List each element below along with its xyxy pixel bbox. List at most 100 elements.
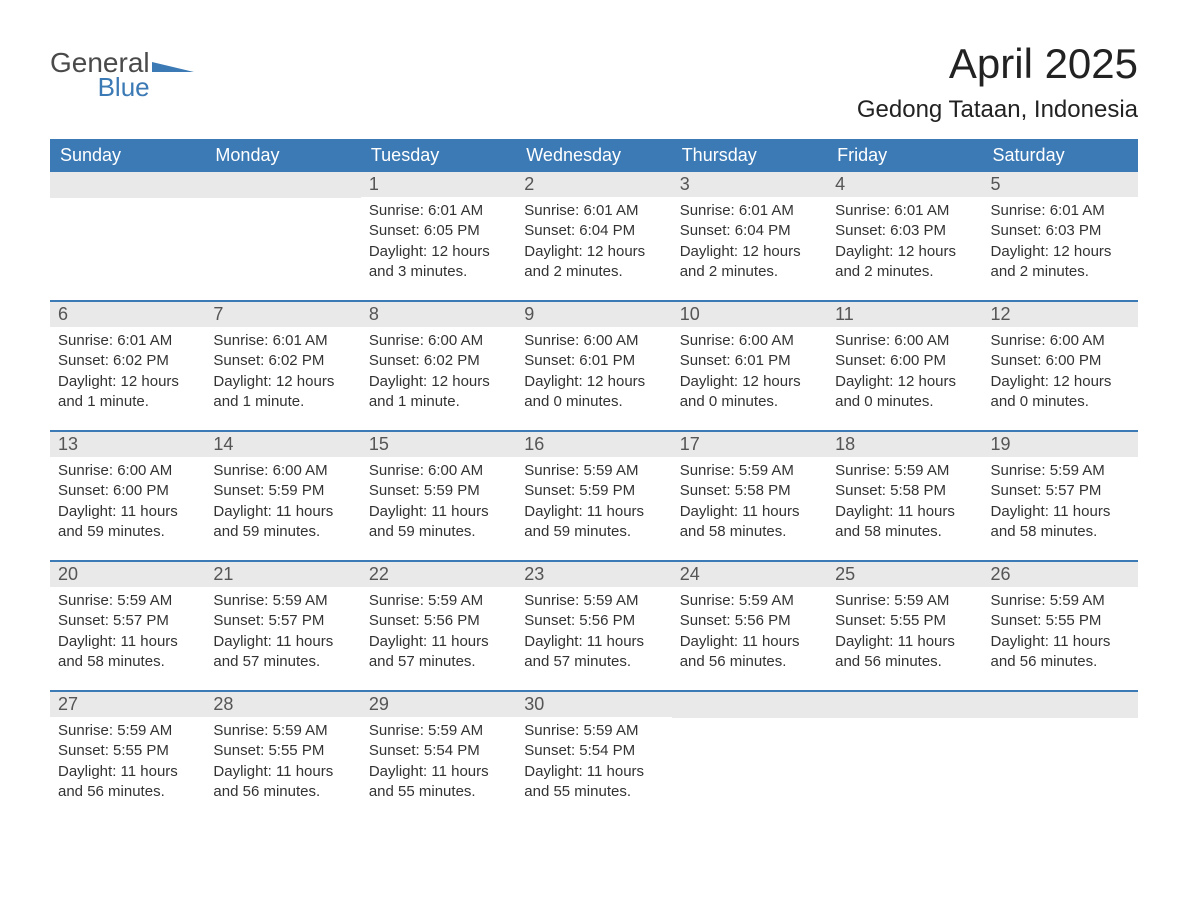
day-number: 12 — [983, 302, 1138, 327]
day-body: Sunrise: 5:59 AMSunset: 5:54 PMDaylight:… — [516, 717, 671, 810]
day-body: Sunrise: 5:59 AMSunset: 5:58 PMDaylight:… — [827, 457, 982, 550]
day-number: 10 — [672, 302, 827, 327]
day-body: Sunrise: 5:59 AMSunset: 5:55 PMDaylight:… — [205, 717, 360, 810]
weekday-thursday: Thursday — [672, 139, 827, 172]
day-cell: 19Sunrise: 5:59 AMSunset: 5:57 PMDayligh… — [983, 432, 1138, 552]
day-body: Sunrise: 6:01 AMSunset: 6:05 PMDaylight:… — [361, 197, 516, 290]
day-info-line: Sunrise: 5:59 AM — [58, 591, 197, 611]
day-info-line: Daylight: 11 hours — [58, 632, 197, 652]
day-info-line: and 0 minutes. — [991, 392, 1130, 412]
day-number — [672, 692, 827, 718]
day-number: 14 — [205, 432, 360, 457]
day-info-line: Daylight: 11 hours — [991, 632, 1130, 652]
day-cell — [672, 692, 827, 812]
day-info-line: Sunrise: 5:59 AM — [369, 591, 508, 611]
day-number: 28 — [205, 692, 360, 717]
day-number: 23 — [516, 562, 671, 587]
page-title: April 2025 — [857, 40, 1138, 88]
day-info-line: Sunrise: 5:59 AM — [524, 721, 663, 741]
day-info-line: Sunrise: 6:01 AM — [369, 201, 508, 221]
day-info-line: Daylight: 12 hours — [58, 372, 197, 392]
week-row: 1Sunrise: 6:01 AMSunset: 6:05 PMDaylight… — [50, 172, 1138, 292]
day-info-line: and 2 minutes. — [524, 262, 663, 282]
day-info-line: Sunrise: 5:59 AM — [369, 721, 508, 741]
day-number: 26 — [983, 562, 1138, 587]
day-body: Sunrise: 5:59 AMSunset: 5:58 PMDaylight:… — [672, 457, 827, 550]
day-info-line: and 0 minutes. — [680, 392, 819, 412]
day-number: 24 — [672, 562, 827, 587]
day-cell: 25Sunrise: 5:59 AMSunset: 5:55 PMDayligh… — [827, 562, 982, 682]
day-number: 6 — [50, 302, 205, 327]
logo-triangle-icon — [152, 50, 194, 77]
day-cell: 28Sunrise: 5:59 AMSunset: 5:55 PMDayligh… — [205, 692, 360, 812]
weekday-tuesday: Tuesday — [361, 139, 516, 172]
day-info-line: Daylight: 11 hours — [369, 632, 508, 652]
day-number — [983, 692, 1138, 718]
day-cell — [205, 172, 360, 292]
day-number: 27 — [50, 692, 205, 717]
day-cell: 8Sunrise: 6:00 AMSunset: 6:02 PMDaylight… — [361, 302, 516, 422]
day-info-line: and 57 minutes. — [213, 652, 352, 672]
day-info-line: Sunrise: 6:00 AM — [369, 331, 508, 351]
day-info-line: Sunset: 5:58 PM — [835, 481, 974, 501]
day-info-line: and 59 minutes. — [213, 522, 352, 542]
day-info-line: Daylight: 12 hours — [213, 372, 352, 392]
day-info-line: Sunrise: 5:59 AM — [835, 591, 974, 611]
day-number: 25 — [827, 562, 982, 587]
day-info-line: Daylight: 12 hours — [991, 242, 1130, 262]
day-number: 7 — [205, 302, 360, 327]
day-info-line: Sunrise: 5:59 AM — [991, 461, 1130, 481]
day-number — [205, 172, 360, 198]
day-info-line: Sunrise: 5:59 AM — [835, 461, 974, 481]
day-info-line: Sunset: 5:59 PM — [524, 481, 663, 501]
day-info-line: and 0 minutes. — [835, 392, 974, 412]
day-cell: 3Sunrise: 6:01 AMSunset: 6:04 PMDaylight… — [672, 172, 827, 292]
day-info-line: Sunrise: 6:00 AM — [369, 461, 508, 481]
day-info-line: Sunrise: 5:59 AM — [680, 461, 819, 481]
day-info-line: Sunrise: 5:59 AM — [213, 721, 352, 741]
week-row: 13Sunrise: 6:00 AMSunset: 6:00 PMDayligh… — [50, 430, 1138, 552]
day-body: Sunrise: 6:01 AMSunset: 6:03 PMDaylight:… — [983, 197, 1138, 290]
day-info-line: Sunset: 6:05 PM — [369, 221, 508, 241]
day-info-line: Sunset: 6:00 PM — [991, 351, 1130, 371]
day-info-line: Sunrise: 5:59 AM — [991, 591, 1130, 611]
day-number: 22 — [361, 562, 516, 587]
day-info-line: and 59 minutes. — [524, 522, 663, 542]
day-info-line: Sunset: 5:57 PM — [58, 611, 197, 631]
day-info-line: Sunrise: 6:01 AM — [213, 331, 352, 351]
day-body: Sunrise: 5:59 AMSunset: 5:57 PMDaylight:… — [205, 587, 360, 680]
weekday-monday: Monday — [205, 139, 360, 172]
day-info-line: Sunset: 5:55 PM — [58, 741, 197, 761]
day-info-line: Daylight: 11 hours — [524, 502, 663, 522]
day-number — [827, 692, 982, 718]
day-info-line: Sunset: 5:54 PM — [524, 741, 663, 761]
day-cell: 1Sunrise: 6:01 AMSunset: 6:05 PMDaylight… — [361, 172, 516, 292]
day-info-line: Sunset: 6:03 PM — [835, 221, 974, 241]
day-cell: 18Sunrise: 5:59 AMSunset: 5:58 PMDayligh… — [827, 432, 982, 552]
day-body: Sunrise: 6:00 AMSunset: 6:00 PMDaylight:… — [827, 327, 982, 420]
day-info-line: Sunset: 5:57 PM — [991, 481, 1130, 501]
weeks-container: 1Sunrise: 6:01 AMSunset: 6:05 PMDaylight… — [50, 172, 1138, 812]
day-info-line: Sunrise: 6:00 AM — [835, 331, 974, 351]
day-cell: 7Sunrise: 6:01 AMSunset: 6:02 PMDaylight… — [205, 302, 360, 422]
day-info-line: and 58 minutes. — [680, 522, 819, 542]
day-info-line: Daylight: 11 hours — [213, 502, 352, 522]
day-info-line: and 2 minutes. — [835, 262, 974, 282]
day-info-line: Daylight: 11 hours — [213, 762, 352, 782]
day-info-line: Daylight: 12 hours — [369, 372, 508, 392]
day-info-line: Sunrise: 5:59 AM — [680, 591, 819, 611]
day-info-line: Sunset: 6:02 PM — [58, 351, 197, 371]
day-body: Sunrise: 6:00 AMSunset: 5:59 PMDaylight:… — [361, 457, 516, 550]
day-info-line: Sunset: 6:00 PM — [835, 351, 974, 371]
week-row: 6Sunrise: 6:01 AMSunset: 6:02 PMDaylight… — [50, 300, 1138, 422]
day-cell: 13Sunrise: 6:00 AMSunset: 6:00 PMDayligh… — [50, 432, 205, 552]
day-cell: 22Sunrise: 5:59 AMSunset: 5:56 PMDayligh… — [361, 562, 516, 682]
day-cell — [983, 692, 1138, 812]
day-number: 11 — [827, 302, 982, 327]
day-info-line: and 2 minutes. — [991, 262, 1130, 282]
day-info-line: Daylight: 11 hours — [680, 632, 819, 652]
day-info-line: Sunset: 5:58 PM — [680, 481, 819, 501]
day-info-line: Sunrise: 5:59 AM — [524, 591, 663, 611]
weekday-header-row: Sunday Monday Tuesday Wednesday Thursday… — [50, 139, 1138, 172]
day-info-line: Daylight: 11 hours — [524, 632, 663, 652]
